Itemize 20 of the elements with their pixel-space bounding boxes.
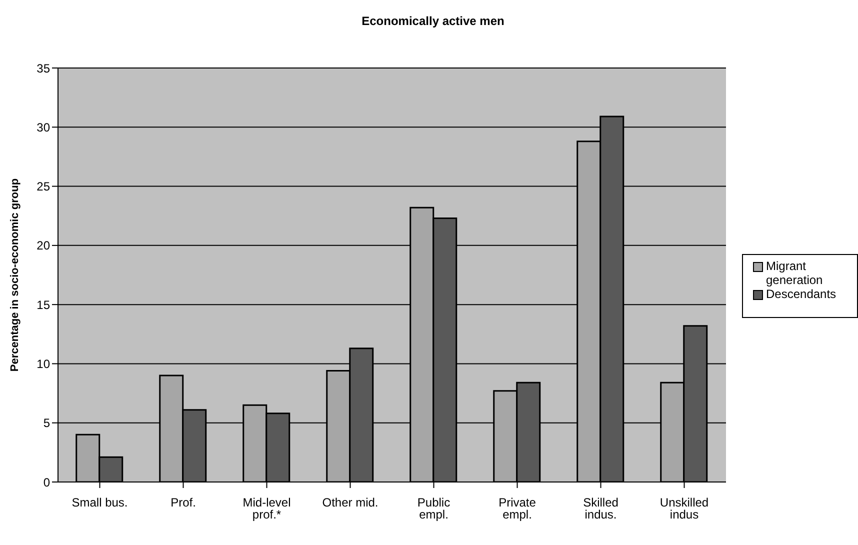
x-tick-label: Small bus. xyxy=(72,496,128,510)
y-tick-label: 35 xyxy=(36,61,50,76)
x-tick-label: Other mid. xyxy=(322,496,378,510)
x-tick-label: Prof. xyxy=(170,496,196,510)
y-tick-label: 30 xyxy=(36,120,50,134)
y-tick-label: 25 xyxy=(36,180,50,194)
legend-label: Descendants xyxy=(766,287,836,301)
x-tick-label: Unskilled indus xyxy=(660,496,709,522)
y-tick-label: 20 xyxy=(36,238,50,253)
y-tick-label: 0 xyxy=(43,475,50,490)
x-tick-label: Skilled indus. xyxy=(583,496,618,522)
y-tick-label: 5 xyxy=(43,416,50,430)
legend-label: Migrant generation xyxy=(766,259,824,287)
x-tick-label: Public empl. xyxy=(417,496,450,522)
y-tick-label: 10 xyxy=(36,356,50,371)
x-tick-label: Private empl. xyxy=(498,496,536,522)
y-axis-title: Percentage in socio-economic group xyxy=(9,178,21,372)
y-tick-label: 15 xyxy=(36,298,50,312)
chart-title: Economically active men xyxy=(360,13,506,30)
x-tick-label: Mid-level prof.* xyxy=(242,496,291,522)
